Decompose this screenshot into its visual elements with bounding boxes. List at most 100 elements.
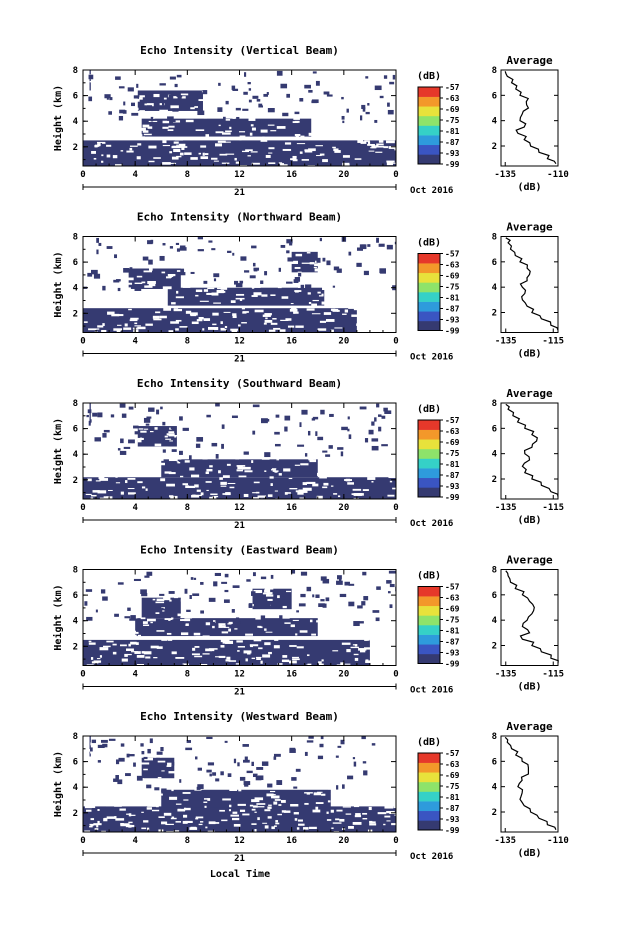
panel-title: Echo Intensity (Westward Beam) xyxy=(140,710,339,723)
profile-title: Average xyxy=(506,387,553,400)
profile-x-tick: -135 xyxy=(495,670,517,680)
y-axis-label: Height (km) xyxy=(52,584,64,650)
colorbar-tick-label: -81 xyxy=(445,793,460,802)
colorbar-segment xyxy=(418,282,440,293)
colorbar-tick-label: -99 xyxy=(445,160,460,169)
colorbar-tick-label: -87 xyxy=(445,638,460,647)
colorbar-tick-label: -93 xyxy=(445,815,460,824)
heatmap-area xyxy=(83,736,396,832)
profile-x-label: (dB) xyxy=(517,515,541,526)
colorbar-tick-label: -93 xyxy=(445,482,460,491)
profile-x-label: (dB) xyxy=(517,349,541,360)
panel-title: Echo Intensity (Northward Beam) xyxy=(137,211,342,224)
colorbar-segment xyxy=(418,448,440,459)
colorbar-unit: (dB) xyxy=(417,238,441,249)
colorbar-tick-label: -57 xyxy=(445,749,460,758)
colorbar-segment xyxy=(418,292,440,302)
colorbar-frame xyxy=(417,253,441,331)
colorbar-segment xyxy=(418,311,440,322)
x-tick-label: 4 xyxy=(132,170,138,180)
day-label: 21 xyxy=(234,854,245,864)
profile-x-tick: -135 xyxy=(495,337,517,347)
profile-title: Average xyxy=(506,720,553,733)
profile-y-tick: 6 xyxy=(492,591,497,601)
colorbar-tick-label: -75 xyxy=(445,116,460,125)
x-tick-label: 20 xyxy=(338,670,349,680)
colorbar-tick-label: -93 xyxy=(445,149,460,158)
x-tick-label: 12 xyxy=(234,836,245,846)
colorbar-segment xyxy=(418,263,440,274)
colorbar-segment xyxy=(418,135,440,146)
colorbar-tick-label: -69 xyxy=(445,605,460,614)
colorbar-segment xyxy=(418,468,440,479)
colorbar-tick-label: -87 xyxy=(445,305,460,314)
profile-line xyxy=(505,570,559,664)
y-tick-label: 4 xyxy=(73,117,79,127)
heatmap-area xyxy=(83,236,396,333)
day-label: 21 xyxy=(234,688,245,698)
x-tick-label: 0 xyxy=(393,836,398,846)
colorbar-tick-label: -75 xyxy=(445,449,460,458)
colorbar-segment xyxy=(418,615,440,626)
colorbar-tick-label: -75 xyxy=(445,283,460,292)
colorbar-segment xyxy=(418,820,440,831)
profile-x-tick: -115 xyxy=(542,670,564,680)
colorbar-segment xyxy=(418,644,440,655)
profile-x-tick: -110 xyxy=(547,836,569,846)
day-label: 21 xyxy=(234,355,245,365)
echo-layer xyxy=(89,70,91,91)
profile-x-tick: -110 xyxy=(547,170,569,180)
colorbar-tick-label: -57 xyxy=(445,416,460,425)
x-tick-label: 20 xyxy=(338,170,349,180)
profile-frame xyxy=(500,735,559,833)
date-label: Oct 2016 xyxy=(410,353,453,363)
colorbar-segment xyxy=(418,125,440,136)
panel-title: Echo Intensity (Eastward Beam) xyxy=(140,544,339,557)
x-tick-label: 4 xyxy=(132,670,138,680)
x-tick-label: 20 xyxy=(338,337,349,347)
x-tick-label: 4 xyxy=(132,337,138,347)
x-tick-label: 0 xyxy=(393,503,398,513)
colorbar-tick-label: -81 xyxy=(445,127,460,136)
colorbar-tick-label: -63 xyxy=(445,427,460,436)
profile-x-label: (dB) xyxy=(517,682,541,693)
y-tick-label: 2 xyxy=(73,809,78,819)
profile-y-tick: 4 xyxy=(492,450,498,460)
date-label: Oct 2016 xyxy=(410,852,453,862)
profile-y-tick: 8 xyxy=(492,399,497,409)
profile-title: Average xyxy=(506,554,553,567)
profile-y-tick: 4 xyxy=(492,283,498,293)
colorbar-tick-label: -63 xyxy=(445,261,460,270)
date-label: Oct 2016 xyxy=(410,519,453,529)
colorbar-segment xyxy=(418,106,440,117)
y-tick-label: 2 xyxy=(73,143,78,153)
colorbar-tick-label: -99 xyxy=(445,826,460,835)
x-tick-label: 20 xyxy=(338,503,349,513)
colorbar-segment xyxy=(418,596,440,607)
colorbar-tick-label: -75 xyxy=(445,782,460,791)
x-tick-label: 8 xyxy=(185,670,190,680)
x-tick-label: 16 xyxy=(286,503,297,513)
colorbar-segment xyxy=(418,605,440,616)
profile-frame xyxy=(500,402,559,500)
profile-y-tick: 8 xyxy=(492,732,497,742)
colorbar-segment xyxy=(418,634,440,645)
x-tick-label: 0 xyxy=(393,670,398,680)
x-tick-label: 4 xyxy=(132,503,138,513)
x-tick-label: 4 xyxy=(132,836,138,846)
y-tick-label: 8 xyxy=(73,566,78,576)
profile-title: Average xyxy=(506,221,553,234)
profile-y-tick: 6 xyxy=(492,91,497,101)
y-tick-label: 8 xyxy=(73,399,78,409)
colorbar-tick-label: -99 xyxy=(445,493,460,502)
colorbar-segment xyxy=(418,154,440,165)
panel-title: Echo Intensity (Southward Beam) xyxy=(137,377,342,390)
y-tick-label: 6 xyxy=(73,258,78,268)
echo-layer xyxy=(83,477,396,499)
colorbar-tick-label: -81 xyxy=(445,460,460,469)
x-tick-label: 16 xyxy=(286,670,297,680)
colorbar-frame xyxy=(417,419,441,498)
colorbar-segment xyxy=(418,429,440,440)
colorbar-segment xyxy=(418,115,440,126)
profile-y-tick: 2 xyxy=(492,642,497,652)
